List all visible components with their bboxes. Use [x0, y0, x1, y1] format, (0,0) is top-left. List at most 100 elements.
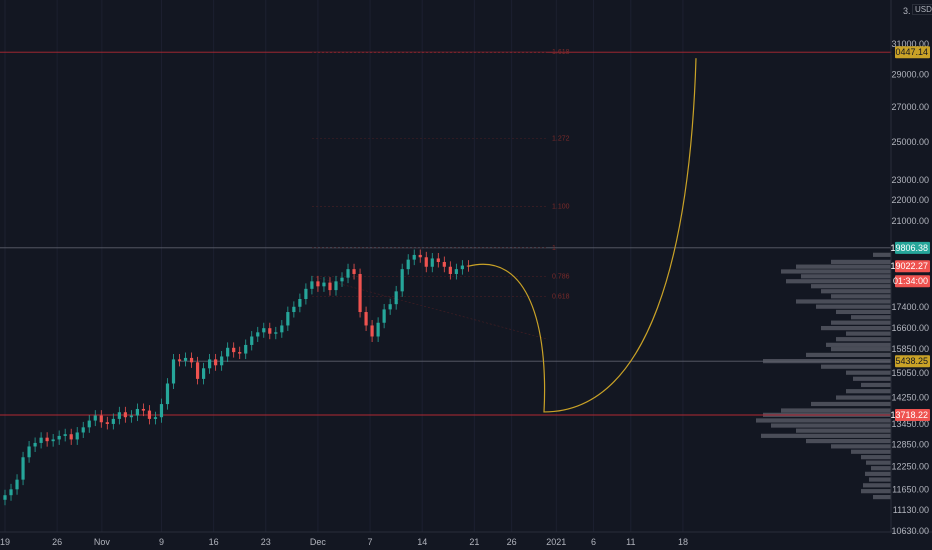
candle-up	[39, 437, 43, 443]
price-axis-ticks[interactable]: 31000.00 29000.00 27000.00 25000.00 23000.00…	[891, 39, 929, 536]
volume-profile-bar	[869, 477, 891, 482]
volume-profile-bar	[831, 444, 891, 449]
time-tick: 19	[0, 537, 10, 547]
volume-profile-bar	[821, 289, 891, 294]
price-tick: 21000.00	[891, 216, 929, 226]
candle-up	[135, 408, 139, 416]
candle-down	[69, 434, 73, 440]
volume-profile-bar	[873, 252, 891, 257]
candle-down	[364, 312, 368, 326]
candle-down	[328, 282, 332, 291]
price-tick: 12850.00	[891, 440, 929, 450]
candle-down	[177, 359, 182, 361]
candles	[3, 249, 470, 506]
volume-profile-bar	[836, 395, 891, 400]
volume-profile-bar	[846, 370, 891, 375]
scale-label[interactable]: 3.	[903, 6, 911, 16]
time-tick: Dec	[310, 537, 327, 547]
time-tick: 6	[591, 537, 596, 547]
candle-up	[87, 420, 91, 428]
time-tick: 23	[261, 537, 271, 547]
fib-level-label: 1.272	[552, 135, 570, 142]
candle-up	[334, 281, 338, 291]
candle-up	[400, 269, 404, 292]
time-tick: 18	[678, 537, 688, 547]
candle-up	[51, 439, 55, 442]
candle-down	[370, 325, 374, 337]
volume-profile-bar	[861, 455, 891, 460]
volume-profile-bar	[866, 460, 891, 465]
volume-profile-bar	[831, 259, 891, 264]
volume-profile-bar	[831, 347, 891, 352]
vertical-gridlines	[4, 0, 684, 532]
price-tick: 15050.00	[891, 368, 929, 378]
fib-level-label: 1.100	[552, 203, 570, 210]
candle-up	[298, 298, 302, 307]
candle-down	[195, 362, 200, 379]
candle-down	[418, 254, 422, 258]
time-axis-ticks[interactable]: 19 26 Nov 9 16 23 Dec 7 14 21 26 2021 6 11 18	[0, 537, 688, 547]
candle-up	[406, 259, 410, 270]
candle-up	[111, 418, 115, 424]
volume-profile-bar	[826, 342, 891, 347]
price-badge	[895, 408, 930, 421]
volume-profile-bar	[756, 418, 891, 423]
time-tick: Nov	[94, 537, 111, 547]
volume-profile-bar	[871, 466, 891, 471]
volume-profile-bar	[806, 352, 891, 358]
projection-curve	[468, 58, 697, 413]
candle-up	[171, 359, 176, 384]
projection-path[interactable]	[468, 58, 697, 413]
candle-down	[448, 266, 452, 274]
candle-up	[340, 277, 344, 282]
time-tick: 16	[209, 537, 219, 547]
volume-profile-bar	[796, 428, 891, 433]
candle-up	[376, 322, 380, 337]
candle-down	[436, 258, 440, 262]
candle-up	[75, 432, 79, 440]
candle-down	[238, 352, 242, 354]
volume-profile-bar	[846, 389, 891, 394]
time-tick: 7	[368, 537, 373, 547]
candle-down	[141, 408, 146, 411]
volume-profile-bar	[781, 408, 891, 413]
fib-extension: 1.618 1.272 1.100 1 0.786 0.618	[311, 49, 570, 340]
candle-up	[226, 347, 230, 357]
candle-up	[63, 434, 67, 436]
candle-up	[57, 435, 61, 440]
candle-down	[352, 269, 356, 274]
volume-profile-bar	[861, 489, 891, 494]
candle-down	[45, 437, 49, 442]
price-tick: 10630.00	[891, 526, 929, 536]
candle-up	[153, 417, 158, 419]
time-tick: 26	[52, 537, 62, 547]
volume-profile-bar	[786, 279, 891, 284]
candle-down	[316, 281, 320, 287]
fib-level-label: 0.618	[552, 293, 570, 300]
fib-level-label: 1	[552, 245, 556, 252]
candle-up	[3, 495, 7, 500]
candle-up	[280, 325, 284, 333]
candle-up	[201, 368, 206, 379]
candle-down	[268, 328, 272, 334]
volume-profile-bar	[853, 376, 891, 381]
candle-down	[358, 273, 362, 313]
volume-profile-bar	[861, 382, 891, 388]
price-tick: 27000.00	[891, 102, 929, 112]
candle-up	[286, 312, 290, 326]
time-tick: 21	[469, 537, 479, 547]
currency-label[interactable]: USDT	[912, 4, 932, 15]
candle-down	[123, 412, 127, 418]
price-tick: 29000.00	[891, 69, 929, 79]
price-tick: 22000.00	[891, 195, 929, 205]
price-tick: 14250.00	[891, 393, 929, 403]
price-tick: 25000.00	[891, 137, 929, 147]
price-tick: 31000.00	[891, 39, 929, 49]
candle-down	[232, 347, 236, 353]
volume-profile-bar	[863, 483, 891, 488]
volume-profile-bar	[846, 331, 891, 336]
candle-up	[244, 344, 248, 354]
price-badge-label: 13718.22	[890, 410, 928, 420]
